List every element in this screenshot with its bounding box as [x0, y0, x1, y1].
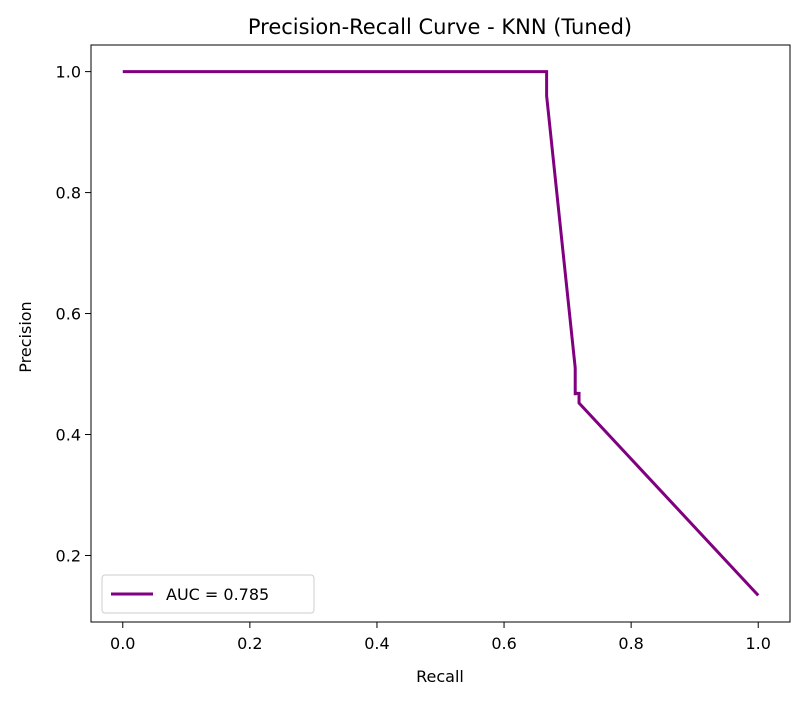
- plot-area: [90, 44, 791, 623]
- plot-frame: [90, 44, 791, 623]
- x-tick-label: 0.6: [491, 634, 516, 653]
- y-tick-label: 0.6: [56, 305, 81, 324]
- x-axis-label: Recall: [416, 667, 464, 686]
- y-tick-label: 1.0: [56, 63, 81, 82]
- y-axis-label: Precision: [16, 301, 35, 372]
- x-tick-label: 0.0: [110, 634, 135, 653]
- y-tick-label: 0.4: [56, 426, 81, 445]
- y-tick-label: 0.8: [56, 184, 81, 203]
- y-tick-label: 0.2: [56, 546, 81, 565]
- legend-box: [101, 574, 315, 614]
- x-tick-label: 0.4: [364, 634, 389, 653]
- x-tick-label: 1.0: [746, 634, 771, 653]
- chart-title: Precision-Recall Curve - KNN (Tuned): [248, 15, 632, 39]
- x-tick-label: 0.2: [237, 634, 262, 653]
- series-line: [122, 70, 760, 597]
- x-tick-label: 0.8: [618, 634, 643, 653]
- legend-label: AUC = 0.785: [166, 585, 269, 604]
- x-axis-ticks: 0.0 0.2 0.4 0.6 0.8 1.0: [110, 622, 771, 653]
- y-axis-ticks: 0.2 0.4 0.6 0.8 1.0: [56, 63, 91, 565]
- legend: AUC = 0.785: [101, 574, 315, 614]
